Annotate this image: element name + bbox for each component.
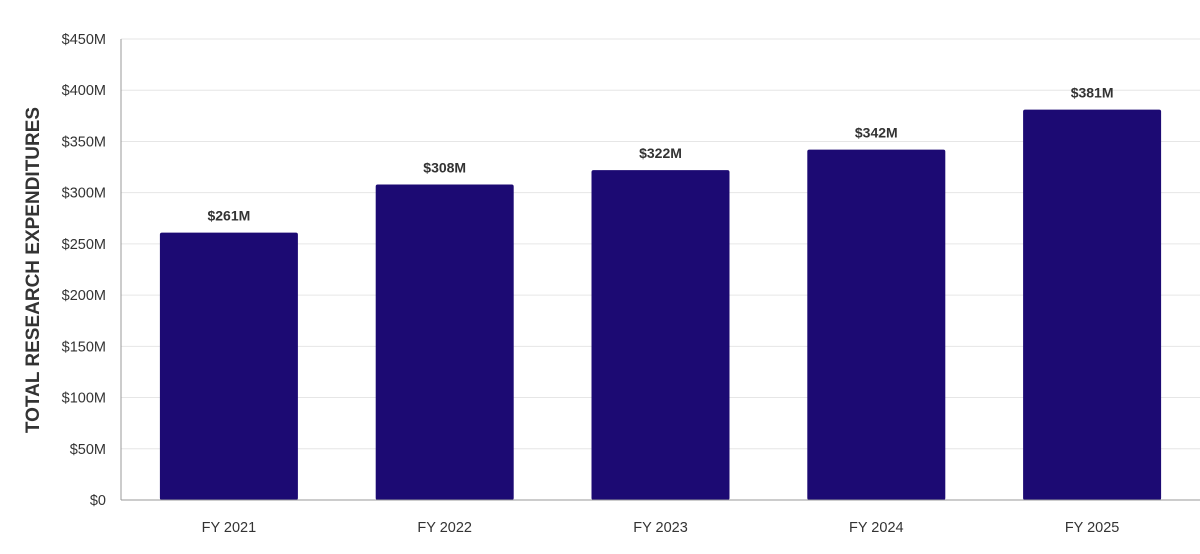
- y-tick-label: $200M: [62, 288, 106, 304]
- bar-value-label: $261M: [207, 208, 250, 224]
- x-tick-label: FY 2021: [202, 520, 257, 536]
- y-axis-ticks: $0 $50M $100M $150M $200M $250M $300M $350M $400…: [62, 32, 106, 509]
- y-axis-title: TOTAL RESEARCH EXPENDITURES: [23, 107, 44, 433]
- x-tick-label: FY 2024: [849, 520, 904, 536]
- y-tick-label: $350M: [62, 134, 106, 150]
- y-tick-label: $100M: [62, 391, 106, 407]
- bar-value-label: $308M: [423, 159, 466, 175]
- y-tick-label: $250M: [62, 237, 106, 253]
- bar: [807, 149, 946, 500]
- y-tick-label: $300M: [62, 186, 106, 202]
- bar-value-label: $322M: [639, 145, 682, 161]
- bar: [375, 184, 514, 500]
- y-tick-label: $50M: [70, 442, 106, 458]
- bars: [159, 109, 1162, 500]
- data-labels: $261M $308M $322M $342M $381M: [207, 85, 1113, 224]
- bar: [591, 170, 730, 500]
- bar-value-label: $342M: [855, 125, 898, 141]
- bar: [159, 232, 298, 500]
- bar: [1023, 109, 1162, 500]
- x-tick-label: FY 2025: [1065, 520, 1120, 536]
- y-tick-label: $150M: [62, 339, 106, 355]
- x-tick-label: FY 2022: [417, 520, 472, 536]
- y-tick-label: $400M: [62, 83, 106, 99]
- bar-value-label: $381M: [1071, 85, 1114, 101]
- x-tick-label: FY 2023: [633, 520, 688, 536]
- y-tick-label: $0: [90, 493, 106, 509]
- x-axis-ticks: FY 2021 FY 2022 FY 2023 FY 2024 FY 2025: [202, 520, 1120, 536]
- y-tick-label: $450M: [62, 32, 106, 48]
